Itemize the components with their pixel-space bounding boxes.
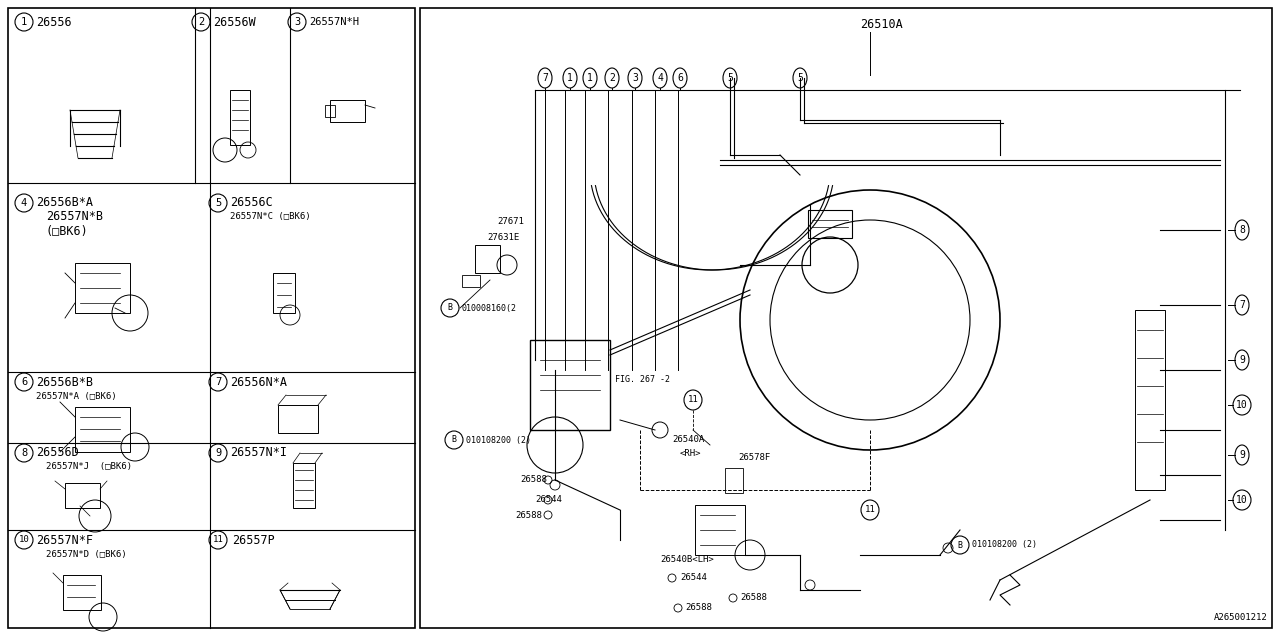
- Bar: [63, 575, 101, 610]
- Text: 6: 6: [677, 73, 684, 83]
- Text: 27631E: 27631E: [486, 232, 520, 241]
- Text: 26557N*J  (□BK6): 26557N*J (□BK6): [46, 463, 132, 472]
- Text: 11: 11: [687, 396, 699, 404]
- Text: 26557N*C (□BK6): 26557N*C (□BK6): [230, 212, 311, 221]
- Text: (□BK6): (□BK6): [46, 225, 88, 237]
- Text: 4: 4: [657, 73, 663, 83]
- Text: 26557N*A (□BK6): 26557N*A (□BK6): [36, 392, 116, 401]
- Text: 26588: 26588: [520, 476, 547, 484]
- Text: 2: 2: [198, 17, 204, 27]
- Bar: [330, 100, 365, 122]
- Text: 26557N*F: 26557N*F: [36, 534, 93, 547]
- Text: 5: 5: [215, 198, 221, 208]
- Text: 1: 1: [20, 17, 27, 27]
- Text: A265001212: A265001212: [1215, 613, 1268, 622]
- Bar: [1135, 310, 1165, 490]
- Text: 26588: 26588: [685, 604, 712, 612]
- Text: 1: 1: [588, 73, 593, 83]
- Text: 26556B*B: 26556B*B: [36, 376, 93, 388]
- Bar: [808, 210, 852, 238]
- Bar: [530, 340, 611, 430]
- Bar: [76, 263, 131, 313]
- Text: 26557N*D (□BK6): 26557N*D (□BK6): [46, 550, 127, 559]
- Text: 010108200 (2): 010108200 (2): [972, 541, 1037, 550]
- Text: 9: 9: [1239, 355, 1245, 365]
- Text: 26556N*A: 26556N*A: [230, 376, 287, 388]
- Text: 010108200 (2): 010108200 (2): [466, 435, 531, 445]
- Text: 5: 5: [797, 73, 803, 83]
- Text: 26556: 26556: [36, 15, 72, 29]
- Text: 10: 10: [19, 536, 29, 545]
- Text: 26557P: 26557P: [232, 534, 275, 547]
- Text: 6: 6: [20, 377, 27, 387]
- Text: 7: 7: [1239, 300, 1245, 310]
- Text: 3: 3: [294, 17, 300, 27]
- Text: 3: 3: [632, 73, 637, 83]
- Text: 26588: 26588: [740, 593, 767, 602]
- Bar: [724, 468, 742, 493]
- Text: 10: 10: [1236, 400, 1248, 410]
- Text: 4: 4: [20, 198, 27, 208]
- Text: 1: 1: [567, 73, 573, 83]
- Text: 10: 10: [1236, 495, 1248, 505]
- Text: 2: 2: [609, 73, 614, 83]
- Text: 8: 8: [20, 448, 27, 458]
- Text: 9: 9: [215, 448, 221, 458]
- Text: 26556W: 26556W: [212, 15, 256, 29]
- Bar: [65, 483, 100, 508]
- Text: 11: 11: [864, 506, 876, 515]
- Text: 26578F: 26578F: [739, 454, 771, 463]
- Text: B: B: [448, 303, 453, 312]
- Text: 26557N*B: 26557N*B: [46, 211, 102, 223]
- Text: 26556B*A: 26556B*A: [36, 196, 93, 209]
- Bar: [475, 245, 500, 273]
- Text: FIG. 267 -2: FIG. 267 -2: [614, 376, 669, 385]
- Text: 26510A: 26510A: [860, 18, 902, 31]
- Text: 26556D: 26556D: [36, 447, 79, 460]
- Text: <RH>: <RH>: [680, 449, 701, 458]
- Bar: [76, 407, 131, 452]
- Text: 26544: 26544: [680, 573, 707, 582]
- Text: 010008160(2: 010008160(2: [462, 303, 517, 312]
- Bar: [420, 8, 1272, 628]
- Text: B: B: [957, 541, 963, 550]
- Bar: [695, 505, 745, 555]
- Text: 26557N*H: 26557N*H: [308, 17, 358, 27]
- Bar: [230, 90, 250, 145]
- Text: 26540A: 26540A: [672, 435, 704, 445]
- Text: 26540B<LH>: 26540B<LH>: [660, 556, 714, 564]
- Bar: [8, 8, 415, 628]
- Text: 7: 7: [215, 377, 221, 387]
- Text: B: B: [452, 435, 457, 445]
- Text: 5: 5: [727, 73, 733, 83]
- Bar: [293, 463, 315, 508]
- Text: 11: 11: [212, 536, 224, 545]
- Text: 9: 9: [1239, 450, 1245, 460]
- Text: 26588: 26588: [515, 511, 541, 520]
- Text: 26556C: 26556C: [230, 196, 273, 209]
- Text: 8: 8: [1239, 225, 1245, 235]
- Text: 27671: 27671: [497, 218, 524, 227]
- Bar: [278, 405, 317, 433]
- Text: 7: 7: [541, 73, 548, 83]
- Bar: [325, 105, 335, 117]
- Bar: [462, 275, 480, 287]
- Text: 26557N*I: 26557N*I: [230, 447, 287, 460]
- Text: 26544: 26544: [535, 495, 562, 504]
- Bar: [273, 273, 294, 313]
